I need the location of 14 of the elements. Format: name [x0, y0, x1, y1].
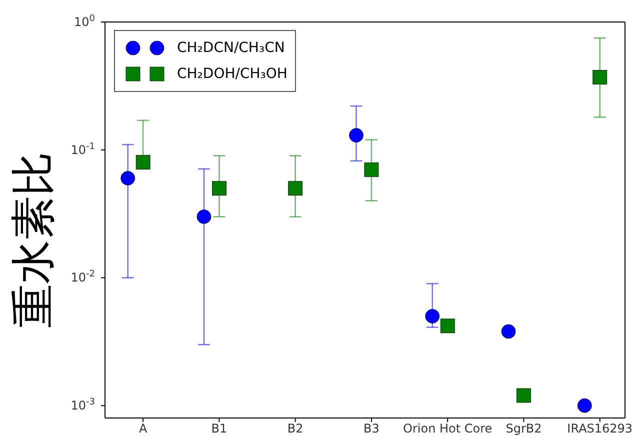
x-tick-label: B1	[211, 422, 228, 436]
y-tick-label: 10$^{0}$	[74, 14, 96, 29]
y-tick-label: 10$^{-3}$	[70, 398, 95, 413]
x-tick-label: SgrB2	[506, 422, 542, 436]
x-tick-label: B2	[287, 422, 304, 436]
y-axis-title: 重水素比	[8, 152, 59, 328]
x-tick-label: A	[138, 422, 148, 436]
x-tick-label: B3	[364, 422, 380, 436]
legend-label: CH₂DOH/CH₃OH	[177, 66, 288, 82]
y-tick-label: 10$^{-1}$	[70, 142, 95, 157]
y-tick-label: 10$^{-2}$	[70, 270, 95, 285]
x-tick-label: Orion Hot Core	[403, 422, 492, 436]
legend-label: CH₂DCN/CH₃CN	[177, 40, 285, 56]
x-tick-label: IRAS16293	[567, 422, 633, 436]
